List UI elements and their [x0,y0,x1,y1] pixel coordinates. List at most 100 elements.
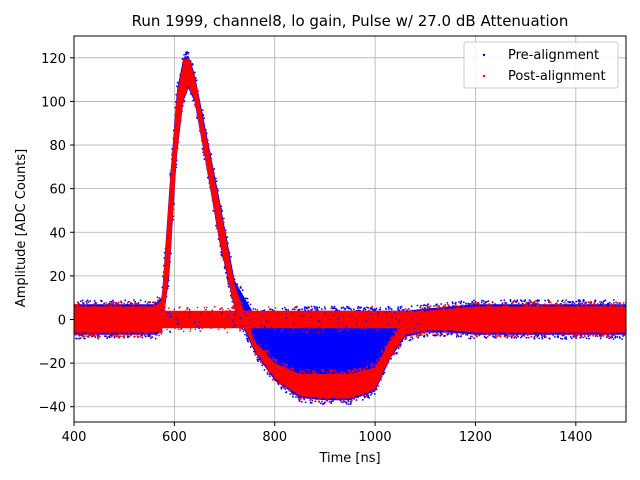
scatter-point-post-alignment [520,332,523,335]
scatter-point-post-alignment [182,101,185,104]
series-band-post-alignment [74,57,626,399]
scatter-point-pre-alignment [247,301,249,304]
scatter-point-post-alignment [95,302,98,305]
scatter-point-post-alignment [272,358,275,361]
baseline-point-post-alignment [347,313,349,315]
baseline-point-post-alignment [316,316,319,319]
scatter-point-pre-alignment [563,334,565,337]
scatter-point-pre-alignment [215,224,217,227]
baseline-point-post-alignment [406,328,409,331]
baseline-point-post-alignment [320,314,323,316]
baseline-point-post-alignment [416,323,418,325]
scatter-point-post-alignment [514,335,517,338]
scatter-point-post-alignment [342,398,345,401]
baseline-point-post-alignment [154,314,156,316]
scatter-point-pre-alignment [541,337,544,340]
scatter-point-post-alignment [423,332,426,335]
baseline-point-post-alignment [221,313,224,315]
scatter-point-post-alignment [553,331,556,334]
scatter-point-post-alignment [488,303,491,305]
scatter-point-post-alignment [260,347,263,350]
scatter-point-post-alignment [513,334,515,336]
scatter-point-post-alignment [281,385,284,388]
baseline-point-post-alignment [170,315,172,318]
baseline-point-post-alignment [389,307,392,309]
scatter-point-post-alignment [568,333,570,336]
baseline-point-post-alignment [423,326,426,329]
scatter-point-post-alignment [405,337,408,340]
scatter-point-pre-alignment [247,340,250,343]
y-tick-label: 40 [49,226,66,241]
scatter-point-post-alignment [365,366,368,369]
scatter-point-post-alignment [498,333,501,336]
scatter-point-pre-alignment [528,299,531,302]
scatter-point-pre-alignment [432,334,435,337]
scatter-point-pre-alignment [227,242,229,245]
scatter-point-post-alignment [506,334,509,336]
scatter-point-post-alignment [370,363,373,366]
scatter-point-pre-alignment [253,350,256,353]
scatter-point-post-alignment [420,334,423,336]
scatter-point-post-alignment [328,372,331,375]
scatter-point-pre-alignment [318,306,321,309]
scatter-point-post-alignment [84,304,87,307]
scatter-point-post-alignment [133,333,135,336]
baseline-point-post-alignment [198,327,200,330]
scatter-point-post-alignment [348,371,351,374]
baseline-point-post-alignment [392,330,395,332]
baseline-point-post-alignment [267,324,270,327]
scatter-point-post-alignment [450,332,453,334]
scatter-point-pre-alignment [194,71,196,74]
scatter-point-post-alignment [330,371,332,373]
baseline-point-post-alignment [234,310,237,312]
scatter-point-post-alignment [249,329,252,332]
scatter-point-post-alignment [107,304,110,306]
scatter-point-pre-alignment [533,337,536,340]
baseline-point-post-alignment [357,310,360,313]
scatter-point-pre-alignment [516,299,519,302]
scatter-point-post-alignment [533,301,536,304]
baseline-point-post-alignment [304,327,307,330]
scatter-point-pre-alignment [221,254,223,257]
scatter-point-pre-alignment [244,333,246,336]
scatter-point-pre-alignment [373,308,376,311]
baseline-point-post-alignment [285,317,288,319]
scatter-point-post-alignment [460,334,463,336]
scatter-point-pre-alignment [577,303,580,305]
scatter-point-post-alignment [250,345,253,347]
scatter-point-pre-alignment [167,285,170,288]
scatter-point-pre-alignment [91,335,93,338]
baseline-point-post-alignment [280,330,283,333]
baseline-point-post-alignment [337,317,340,320]
scatter-point-post-alignment [107,335,110,338]
scatter-point-pre-alignment [469,337,472,340]
baseline-point-post-alignment [336,309,339,311]
scatter-point-post-alignment [520,333,523,336]
baseline-point-post-alignment [210,327,212,329]
scatter-point-pre-alignment [604,299,607,302]
baseline-point-post-alignment [197,325,200,328]
scatter-point-post-alignment [595,333,598,336]
scatter-point-post-alignment [342,401,345,404]
scatter-point-post-alignment [511,335,513,338]
scatter-point-pre-alignment [382,373,385,376]
scatter-point-post-alignment [226,276,228,279]
scatter-point-post-alignment [122,335,125,338]
scatter-point-post-alignment [324,401,327,404]
scatter-point-post-alignment [93,303,96,305]
scatter-point-post-alignment [379,378,381,381]
scatter-point-pre-alignment [519,299,522,302]
scatter-point-pre-alignment [144,300,147,303]
scatter-point-post-alignment [259,343,261,346]
scatter-point-post-alignment [347,369,350,372]
scatter-point-pre-alignment [440,303,443,305]
baseline-point-post-alignment [208,312,211,315]
scatter-point-pre-alignment [365,393,368,396]
scatter-point-post-alignment [196,114,198,117]
scatter-point-pre-alignment [423,334,426,337]
baseline-point-post-alignment [370,323,372,325]
baseline-point-post-alignment [227,315,229,318]
scatter-point-pre-alignment [462,332,464,335]
scatter-point-pre-alignment [303,306,306,309]
scatter-point-pre-alignment [426,335,429,337]
